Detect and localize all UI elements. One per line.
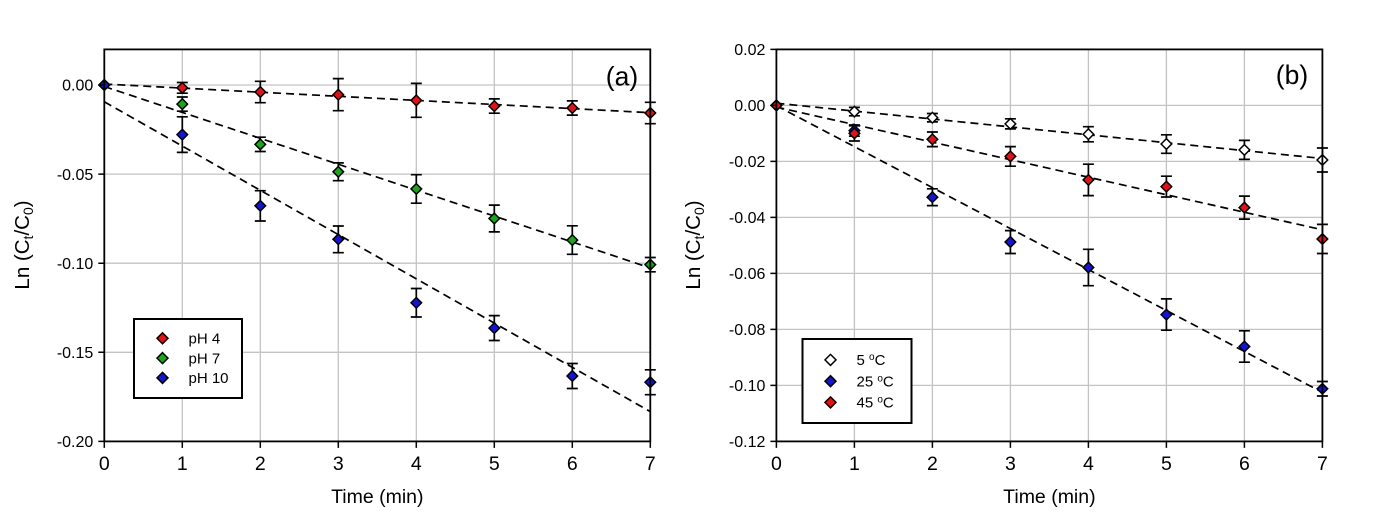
svg-text:2: 2: [927, 453, 938, 475]
svg-text:Time (min): Time (min): [1003, 486, 1095, 508]
svg-text:-0.08: -0.08: [729, 322, 766, 339]
svg-text:(b): (b): [1276, 60, 1308, 90]
svg-text:-0.05: -0.05: [57, 167, 94, 184]
svg-text:1: 1: [849, 453, 860, 475]
svg-text:1: 1: [177, 453, 188, 475]
svg-text:6: 6: [567, 453, 578, 475]
svg-text:-0.06: -0.06: [729, 266, 766, 283]
svg-text:pH 10: pH 10: [189, 370, 229, 387]
svg-text:3: 3: [1005, 453, 1016, 475]
svg-text:6: 6: [1239, 453, 1250, 475]
svg-text:2: 2: [255, 453, 266, 475]
svg-text:pH 7: pH 7: [189, 350, 221, 367]
svg-text:0.02: 0.02: [734, 42, 765, 59]
svg-text:pH 4: pH 4: [189, 331, 221, 348]
svg-text:-0.10: -0.10: [729, 378, 766, 395]
svg-text:-0.02: -0.02: [729, 154, 766, 171]
svg-text:7: 7: [1317, 453, 1328, 475]
svg-text:5 oC: 5 oC: [857, 352, 886, 369]
svg-text:Ln (Ct/C0): Ln (Ct/C0): [11, 200, 36, 289]
svg-text:0: 0: [99, 453, 110, 475]
svg-text:(a): (a): [606, 62, 638, 92]
svg-text:-0.20: -0.20: [57, 434, 94, 451]
svg-text:45 oC: 45 oC: [857, 395, 894, 412]
svg-text:7: 7: [645, 453, 656, 475]
svg-text:-0.12: -0.12: [729, 434, 766, 451]
svg-text:-0.15: -0.15: [57, 345, 94, 362]
svg-text:5: 5: [1161, 453, 1172, 475]
svg-text:0: 0: [771, 453, 782, 475]
svg-text:4: 4: [411, 453, 422, 475]
svg-text:0.00: 0.00: [62, 78, 93, 95]
svg-text:Ln (Ct/C0): Ln (Ct/C0): [682, 200, 707, 289]
svg-text:3: 3: [333, 453, 344, 475]
svg-text:25 oC: 25 oC: [857, 374, 894, 391]
svg-text:5: 5: [489, 453, 500, 475]
svg-text:0.00: 0.00: [734, 98, 765, 115]
svg-text:Time (min): Time (min): [331, 486, 423, 508]
svg-text:4: 4: [1083, 453, 1094, 475]
svg-text:-0.10: -0.10: [57, 256, 94, 273]
svg-text:-0.04: -0.04: [729, 210, 766, 227]
